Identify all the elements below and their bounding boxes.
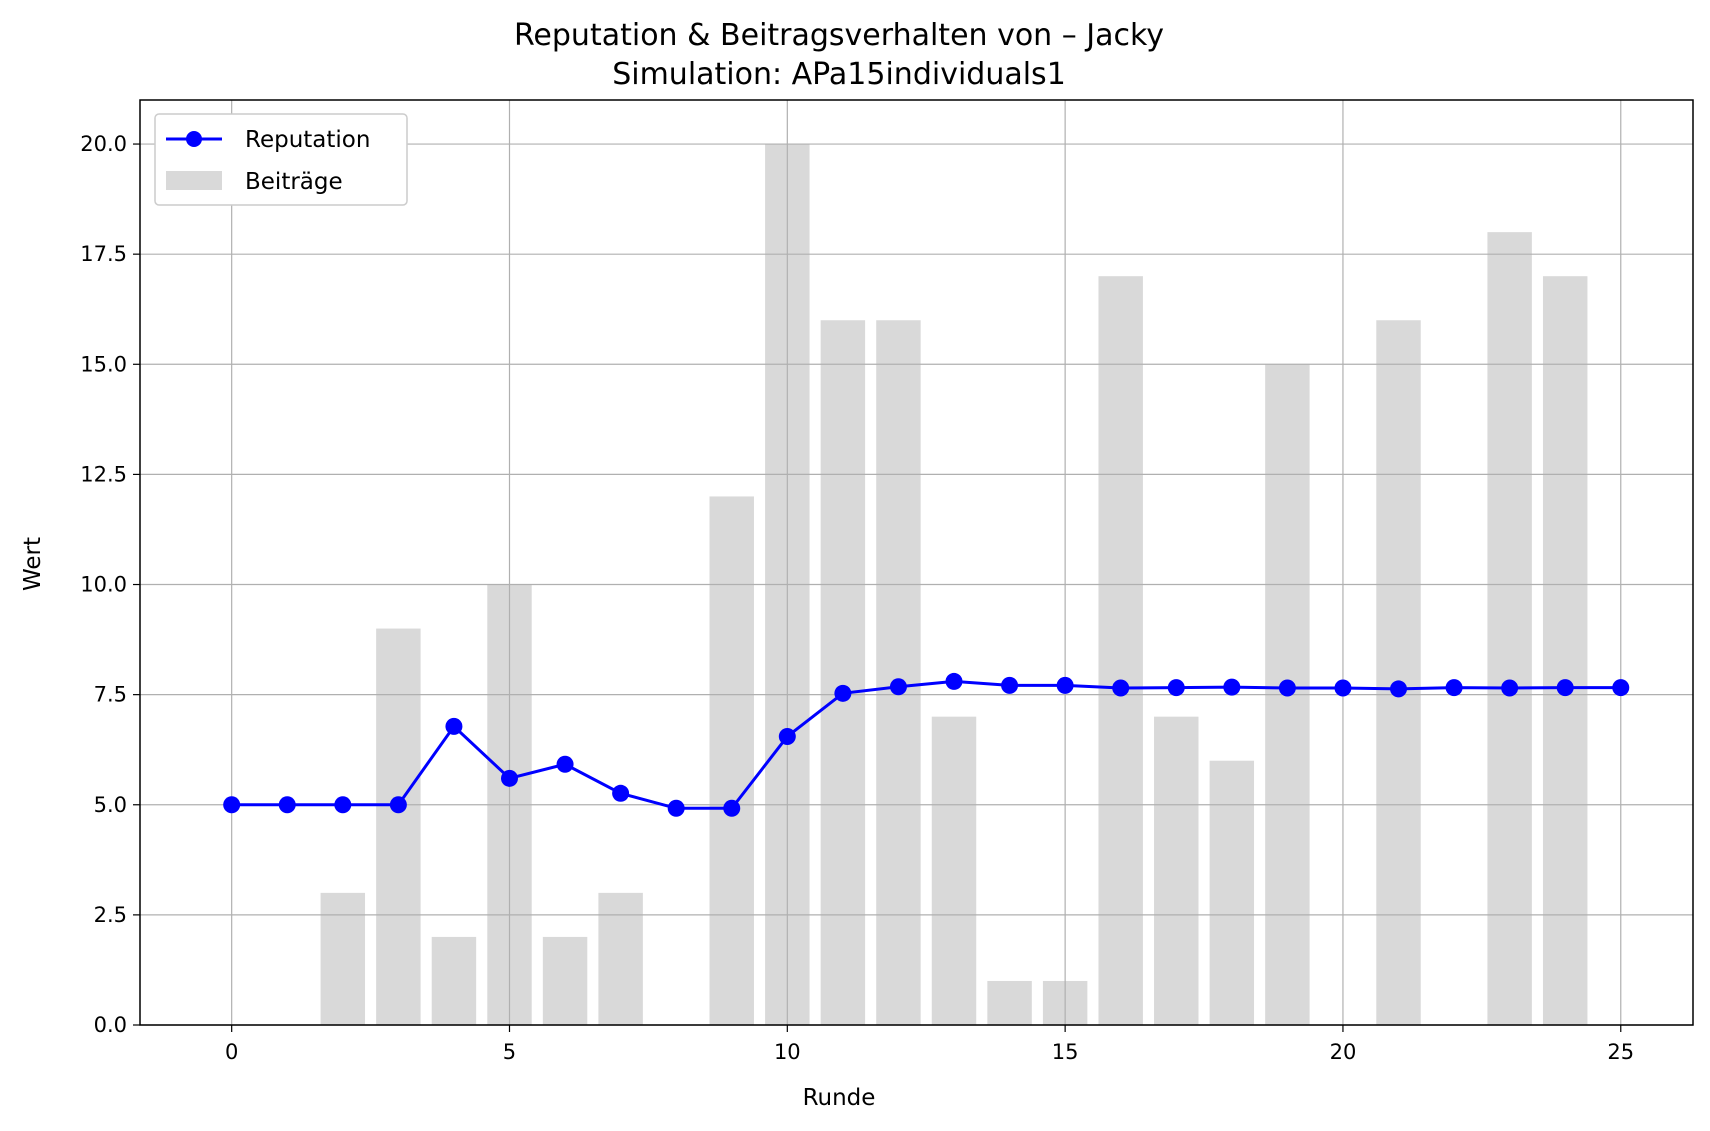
- reputation-point: [278, 796, 296, 814]
- reputation-point: [445, 717, 463, 735]
- reputation-point: [500, 769, 518, 787]
- bar-beitraege: [1542, 276, 1588, 1025]
- legend-label-beitraege: Beiträge: [245, 169, 343, 195]
- bar-beitraege: [376, 628, 421, 1025]
- x-tick-label: 10: [774, 1040, 801, 1064]
- reputation-point: [1445, 679, 1463, 697]
- bar-beitraege: [320, 892, 366, 1025]
- legend-beitraege-patch-icon: [166, 171, 222, 190]
- y-tick-label: 10.0: [80, 573, 127, 597]
- y-tick-label: 5.0: [94, 793, 127, 817]
- y-tick-label: 20.0: [80, 132, 127, 156]
- bar-beitraege: [431, 936, 477, 1025]
- x-axis-label: Runde: [803, 1085, 876, 1111]
- bar-beitraege: [709, 496, 754, 1025]
- x-axis-ticks: 0 5 10 15 20 25: [225, 1025, 1634, 1064]
- reputation-point: [723, 799, 741, 817]
- bar-beitraege: [820, 320, 866, 1025]
- reputation-line: [231, 679, 1621, 810]
- x-tick-label: 0: [225, 1040, 238, 1064]
- line-series-reputation: [223, 672, 1630, 817]
- reputation-point: [1223, 678, 1241, 696]
- bar-beitraege: [542, 936, 588, 1025]
- bar-beitraege: [987, 980, 1032, 1025]
- legend-reputation-marker-icon: [186, 131, 202, 147]
- y-tick-label: 17.5: [80, 242, 127, 266]
- reputation-point: [1556, 679, 1574, 697]
- reputation-point: [1112, 679, 1130, 697]
- reputation-point: [556, 755, 574, 773]
- bar-beitraege: [1209, 760, 1255, 1025]
- x-tick-label: 15: [1052, 1040, 1079, 1064]
- reputation-point: [1612, 679, 1630, 697]
- reputation-point: [1390, 680, 1408, 698]
- reputation-point: [223, 796, 241, 814]
- y-axis-ticks: 0.0 2.5 5.0 7.5 10.0 12.5 15.0 17.5 20.0: [80, 132, 140, 1037]
- reputation-point: [334, 796, 352, 814]
- reputation-point: [389, 796, 407, 814]
- reputation-point: [1056, 676, 1074, 694]
- bar-beitraege: [1487, 232, 1532, 1026]
- reputation-point: [1167, 679, 1185, 697]
- reputation-point: [945, 672, 963, 690]
- x-tick-label: 20: [1330, 1040, 1357, 1064]
- x-tick-label: 5: [503, 1040, 516, 1064]
- reputation-point: [667, 799, 685, 817]
- y-axis-label: Wert: [20, 537, 46, 591]
- legend-label-reputation: Reputation: [245, 127, 370, 153]
- plot-frame: [139, 99, 1694, 1026]
- bar-beitraege: [876, 320, 921, 1025]
- bar-beitraege: [931, 716, 977, 1025]
- reputation-point: [889, 678, 907, 696]
- y-tick-label: 7.5: [94, 683, 127, 707]
- bar-beitraege: [1154, 716, 1199, 1025]
- reputation-point: [778, 727, 796, 745]
- y-tick-label: 15.0: [80, 352, 127, 376]
- reputation-point: [612, 784, 630, 802]
- bar-beitraege: [1098, 276, 1143, 1025]
- y-tick-label: 0.0: [94, 1013, 127, 1037]
- x-tick-label: 25: [1607, 1040, 1634, 1064]
- reputation-point: [834, 684, 852, 702]
- chart-title: Reputation & Beitragsverhalten von – Jac…: [514, 18, 1164, 53]
- chart-subtitle: Simulation: APa15individuals1: [612, 57, 1066, 92]
- bar-beitraege: [1376, 320, 1421, 1025]
- y-tick-label: 12.5: [80, 462, 127, 486]
- reputation-point: [1001, 676, 1019, 694]
- y-tick-label: 2.5: [94, 903, 127, 927]
- reputation-point: [1278, 679, 1296, 697]
- reputation-point: [1501, 679, 1519, 697]
- bar-beitraege: [598, 892, 643, 1025]
- legend: Reputation Beiträge: [154, 113, 408, 206]
- reputation-point: [1334, 679, 1352, 697]
